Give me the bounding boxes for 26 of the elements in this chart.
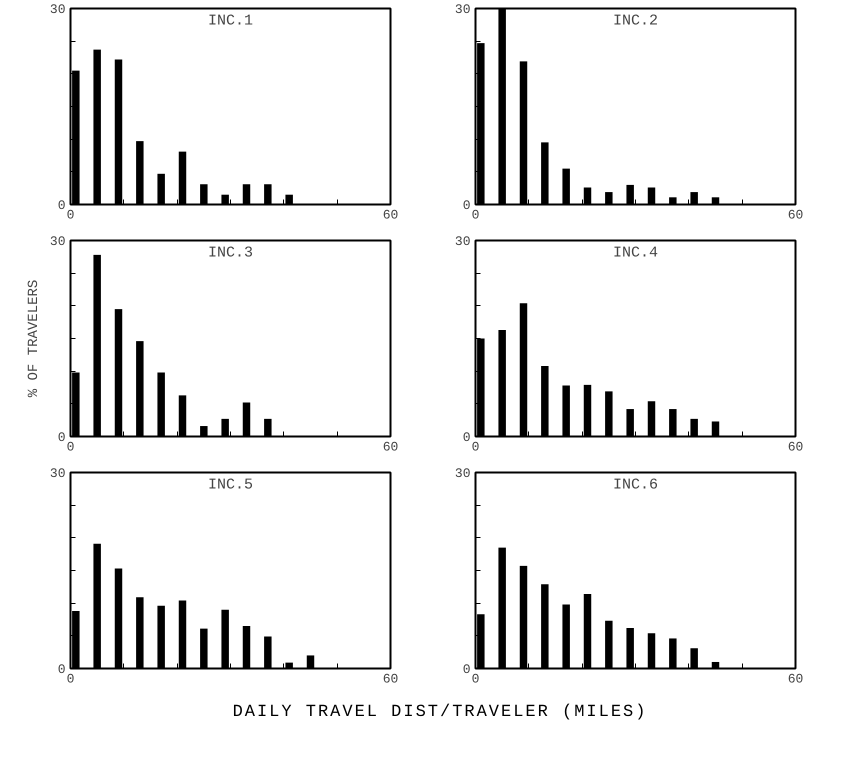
y-tick-label: 30 [454,234,471,249]
y-tick-label: 0 [462,662,471,677]
y-tick-label: 0 [58,198,66,213]
chart-title: INC.5 [208,476,254,494]
y-tick-label: 0 [58,662,66,677]
y-tick-label: 30 [50,2,66,17]
y-tick-label: 0 [462,430,471,445]
x-tick-label: 60 [382,440,398,454]
y-tick-label: 30 [454,2,471,17]
chart-title: INC.6 [612,476,658,494]
x-tick-label: 60 [382,208,398,222]
chart-title: INC.1 [208,12,254,30]
x-tick-label: 60 [788,672,804,686]
y-tick-label: 30 [50,234,66,249]
y-tick-label: 30 [50,466,66,481]
chart-title: INC.3 [208,244,254,262]
x-tick-label: 60 [788,208,804,222]
x-tick-label: 60 [788,440,804,454]
x-axis-title: DAILY TRAVEL DIST/TRAVELER (MILES) [232,702,648,724]
y-axis-title: % OF TRAVELERS [26,280,42,398]
chart-title: INC.4 [612,244,658,262]
chart-title: INC.2 [612,12,658,30]
y-tick-label: 0 [462,198,471,213]
y-tick-label: 0 [58,430,66,445]
y-tick-label: 30 [454,466,471,481]
x-tick-label: 60 [382,672,398,686]
